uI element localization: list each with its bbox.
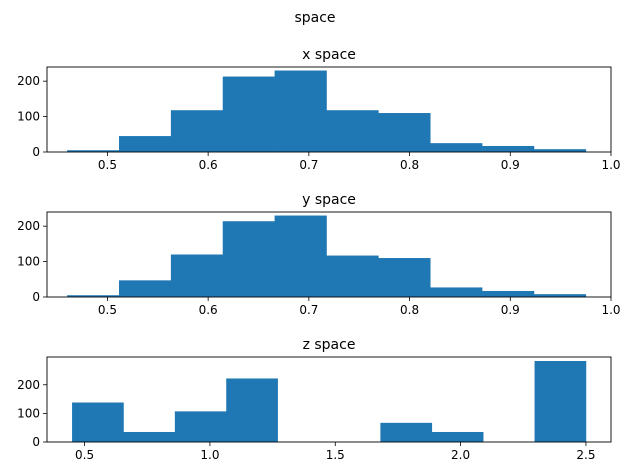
z-space-xtick-label: 1.5: [326, 448, 345, 462]
x-space-bar-2: [170, 110, 224, 152]
subplot-z-space: z space 0.5 1.0 1.5 2.0 2.5 0 100 200: [17, 337, 612, 462]
z-space-ytick-label: 200: [17, 378, 40, 392]
y-space-xtick-label: 0.7: [299, 303, 318, 317]
x-space-bar-9: [533, 149, 587, 152]
subplot-x-space: x space 0.5 0.6 0.7 0.8 0.9 1.0 0 100 200: [17, 47, 620, 172]
x-space-ytick-label: 100: [17, 110, 40, 124]
y-space-ytick-label: 100: [17, 255, 40, 269]
z-space-bar-3: [226, 378, 278, 442]
z-space-title: z space: [303, 337, 356, 353]
z-space-bar-7: [431, 431, 484, 442]
y-space-xtick-label: 1.0: [601, 303, 620, 317]
z-space-axes-frame: [46, 356, 612, 443]
x-space-bar-7: [430, 143, 483, 152]
y-space-bar-2: [170, 254, 224, 297]
y-space-bar-9: [533, 294, 587, 297]
z-space-bar-0: [72, 402, 124, 442]
x-space-bar-5: [326, 110, 379, 152]
z-space-xtick-label: 2.5: [576, 448, 595, 462]
y-space-xtick-label: 0.5: [98, 303, 117, 317]
y-space-bar-1: [119, 280, 172, 297]
z-space-bar-9: [534, 361, 587, 442]
x-space-bar-6: [378, 113, 431, 152]
y-space-xtick-label: 0.9: [501, 303, 520, 317]
z-space-ytick-label: 0: [32, 435, 40, 449]
x-space-xtick-label: 1.0: [601, 158, 620, 172]
x-space-bar-4: [274, 70, 327, 152]
z-space-bar-1: [123, 431, 176, 442]
z-space-bar-6: [380, 422, 433, 442]
x-space-xtick-label: 0.9: [501, 158, 520, 172]
subplot-y-space: y space 0.5 0.6 0.7 0.8 0.9 1.0 0 100 200: [17, 192, 620, 317]
y-space-bar-3: [222, 221, 275, 297]
y-space-ytick-label: 0: [32, 290, 40, 304]
x-space-ytick-label: 200: [17, 74, 40, 88]
figure-suptitle: space: [294, 10, 335, 26]
z-space-xtick-label: 0.5: [75, 448, 94, 462]
y-space-bar-7: [430, 287, 483, 297]
y-space-bar-8: [482, 290, 535, 297]
z-space-xtick-label: 2.0: [451, 448, 470, 462]
y-space-axes-frame: [46, 211, 612, 298]
y-space-xtick-label: 0.6: [199, 303, 218, 317]
x-space-xtick-label: 0.8: [400, 158, 419, 172]
y-space-xtick-label: 0.8: [400, 303, 419, 317]
x-space-bar-3: [222, 76, 275, 152]
x-space-bar-1: [119, 136, 172, 152]
y-space-bar-6: [378, 258, 431, 297]
y-space-bar-5: [326, 255, 379, 297]
z-space-xtick-label: 1.0: [200, 448, 219, 462]
x-space-axes-frame: [46, 66, 612, 153]
y-space-bar-0: [67, 295, 120, 297]
x-space-bar-8: [482, 145, 535, 152]
x-space-title: x space: [302, 47, 356, 63]
x-space-bar-0: [67, 150, 120, 152]
y-space-ytick-label: 200: [17, 219, 40, 233]
x-space-xtick-label: 0.6: [199, 158, 218, 172]
z-space-bar-2: [174, 411, 227, 442]
x-space-xtick-label: 0.5: [98, 158, 117, 172]
y-space-title: y space: [302, 192, 356, 208]
x-space-ytick-label: 0: [32, 145, 40, 159]
x-space-xtick-label: 0.7: [299, 158, 318, 172]
z-space-ytick-label: 100: [17, 406, 40, 420]
y-space-bar-4: [274, 215, 327, 297]
